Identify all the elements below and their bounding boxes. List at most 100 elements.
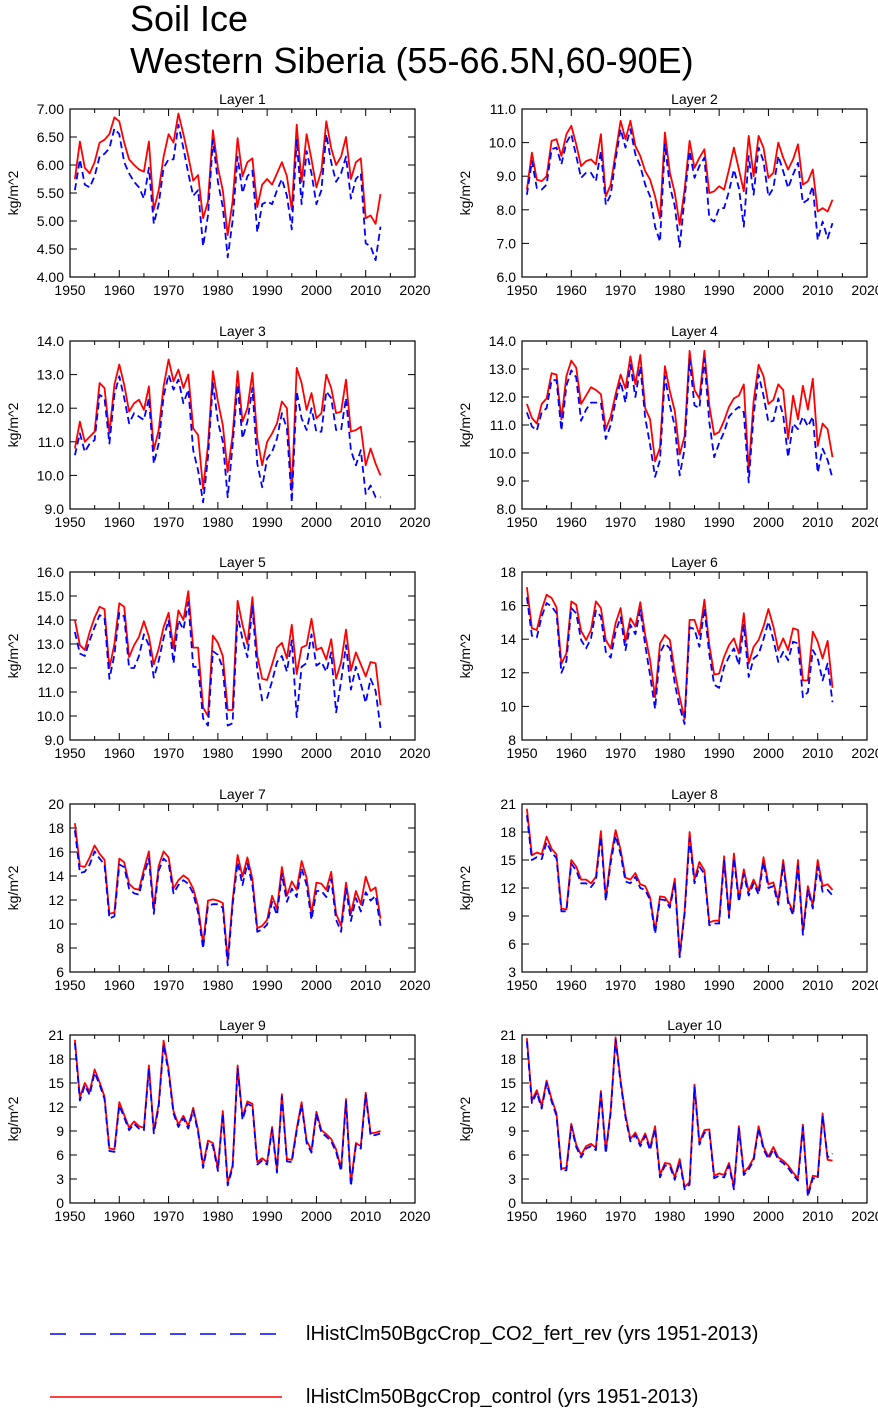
y-tick-label: 18 — [500, 824, 516, 840]
x-tick-label: 1950 — [54, 1208, 85, 1224]
series-line-control — [526, 1036, 833, 1196]
chart-layer-2: Layer 2 kg/m^2 1950 1960 1970 1980 1990 2000 201… — [457, 91, 878, 298]
y-tick-label: 16 — [500, 598, 516, 614]
x-tick-label: 2020 — [399, 282, 430, 298]
y-tick-label: 0 — [508, 1195, 516, 1211]
chart-layer-9: Layer 9 kg/m^2 1950 1960 1970 1980 1990 2000 201… — [5, 1017, 431, 1224]
x-tick-label: 1950 — [506, 745, 537, 761]
x-tick-label: 2020 — [851, 745, 878, 761]
x-tick-label: 1970 — [605, 1208, 636, 1224]
x-tick-label: 1970 — [153, 745, 184, 761]
y-tick-label: 12 — [500, 1099, 516, 1115]
y-axis-label: kg/m^2 — [457, 402, 473, 447]
y-tick-label: 11.0 — [38, 684, 64, 700]
series-line-co2 — [526, 1038, 834, 1198]
y-tick-label: 9 — [56, 1123, 64, 1139]
y-tick-label: 20 — [48, 796, 64, 812]
y-tick-label: 12 — [48, 1099, 64, 1115]
chart-layer-6: Layer 6 kg/m^2 1950 1960 1970 1980 1990 2000 201… — [457, 554, 878, 761]
x-tick-label: 1990 — [704, 1208, 735, 1224]
y-axis-label: kg/m^2 — [5, 1096, 21, 1141]
x-tick-label: 2020 — [399, 514, 430, 530]
plot-frame — [69, 340, 416, 510]
y-tick-label: 9.0 — [45, 732, 65, 748]
y-tick-label: 10.0 — [489, 135, 516, 151]
plot-frame — [521, 108, 868, 278]
x-tick-label: 2000 — [301, 282, 332, 298]
x-tick-label: 1980 — [654, 1208, 685, 1224]
x-tick-label: 2010 — [802, 282, 833, 298]
series-line-control — [74, 112, 382, 236]
x-tick-label: 1970 — [153, 514, 184, 530]
y-tick-label: 8 — [56, 940, 64, 956]
y-tick-label: 12.0 — [489, 389, 516, 405]
page-title: Soil Ice — [130, 0, 249, 39]
chart-title: Layer 6 — [671, 554, 718, 570]
x-tick-label: 1990 — [704, 514, 735, 530]
y-tick-label: 13.0 — [37, 636, 64, 652]
x-tick-label: 1980 — [654, 514, 685, 530]
x-tick-label: 2020 — [399, 977, 430, 993]
x-tick-label: 1950 — [54, 514, 85, 530]
x-tick-label: 1960 — [104, 977, 135, 993]
series-line-control — [74, 823, 382, 962]
series-line-co2 — [74, 601, 382, 729]
chart-title: Layer 3 — [219, 323, 266, 339]
x-tick-label: 1950 — [506, 977, 537, 993]
y-tick-label: 10.0 — [37, 708, 64, 724]
x-tick-label: 1970 — [605, 282, 636, 298]
y-tick-label: 21 — [500, 796, 516, 812]
x-tick-label: 1990 — [704, 745, 735, 761]
x-tick-label: 1950 — [54, 282, 85, 298]
chart-layer-4: Layer 4 kg/m^2 1950 1960 1970 1980 1990 2000 201… — [457, 323, 878, 530]
y-tick-label: 0 — [56, 1195, 64, 1211]
y-tick-label: 12.0 — [37, 660, 64, 676]
x-tick-label: 2000 — [301, 514, 332, 530]
plot-frame — [521, 571, 868, 741]
x-tick-label: 1960 — [556, 745, 587, 761]
y-tick-label: 15 — [500, 1075, 516, 1091]
y-tick-label: 8.0 — [497, 202, 517, 218]
x-tick-label: 2020 — [851, 1208, 878, 1224]
plot-frame — [69, 1034, 416, 1204]
y-axis-label: kg/m^2 — [457, 865, 473, 910]
x-tick-label: 1980 — [654, 745, 685, 761]
y-tick-label: 16.0 — [37, 564, 64, 580]
series-line-co2 — [74, 1042, 381, 1188]
y-axis-label: kg/m^2 — [457, 1096, 473, 1141]
x-tick-label: 2010 — [350, 282, 381, 298]
legend-label-co2: lHistClm50BgcCrop_CO2_fert_rev (yrs 1951… — [306, 1323, 759, 1345]
y-tick-label: 8.0 — [497, 501, 517, 517]
y-tick-label: 4.50 — [37, 241, 64, 257]
y-tick-label: 9.0 — [45, 501, 65, 517]
y-tick-label: 7.00 — [37, 101, 64, 117]
y-tick-label: 6.00 — [37, 157, 64, 173]
y-tick-label: 6 — [56, 964, 64, 980]
x-tick-label: 2020 — [399, 745, 430, 761]
x-tick-label: 1990 — [252, 282, 283, 298]
y-tick-label: 9 — [508, 1123, 516, 1139]
x-tick-label: 1960 — [104, 514, 135, 530]
x-tick-label: 2000 — [753, 282, 784, 298]
x-tick-label: 1970 — [605, 745, 636, 761]
y-tick-label: 5.50 — [37, 185, 64, 201]
chart-title: Layer 10 — [667, 1017, 722, 1033]
chart-title: Layer 4 — [671, 323, 718, 339]
x-tick-label: 2010 — [350, 514, 381, 530]
x-tick-label: 1980 — [654, 977, 685, 993]
x-tick-label: 1960 — [104, 1208, 135, 1224]
x-tick-label: 1950 — [54, 745, 85, 761]
x-tick-label: 2000 — [301, 1208, 332, 1224]
x-tick-label: 2010 — [802, 745, 833, 761]
x-tick-label: 1950 — [54, 977, 85, 993]
chart-title: Layer 7 — [219, 786, 266, 802]
x-tick-label: 1990 — [252, 1208, 283, 1224]
y-tick-label: 8 — [508, 732, 516, 748]
series-line-co2 — [526, 128, 834, 248]
y-tick-label: 6 — [508, 1147, 516, 1163]
chart-layer-10: Layer 10 kg/m^2 1950 1960 1970 1980 1990 2000 20… — [457, 1017, 878, 1224]
x-tick-label: 1990 — [252, 514, 283, 530]
series-line-control — [74, 1039, 381, 1184]
x-tick-label: 2020 — [851, 977, 878, 993]
